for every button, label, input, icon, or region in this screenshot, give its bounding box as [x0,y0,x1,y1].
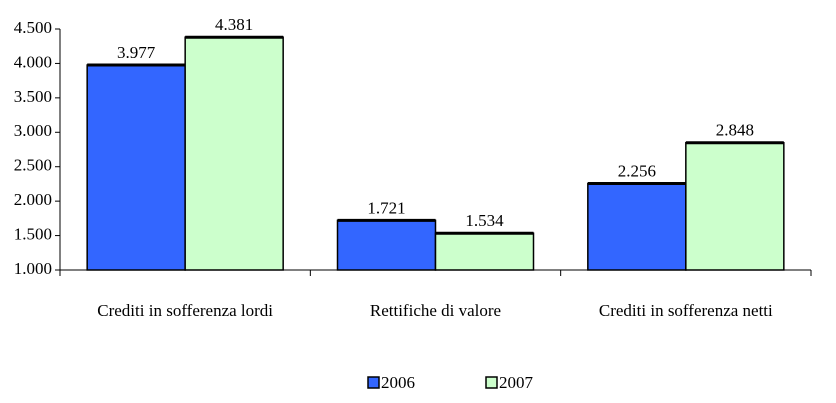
y-tick-label: 4.000 [14,52,52,71]
data-label: 1.721 [367,198,405,217]
x-tick-label: Rettifiche di valore [370,301,501,320]
legend-swatch [367,376,380,389]
legend-swatch [485,376,498,389]
data-label: 2.848 [716,121,754,140]
y-tick-label: 3.000 [14,121,52,140]
bar [434,232,535,271]
bar [184,36,284,271]
y-tick-label: 1.500 [14,224,52,243]
data-label: 1.534 [465,211,504,230]
data-label: 2.256 [618,161,656,180]
y-tick-label: 4.500 [14,18,52,37]
x-tick-label: Crediti in sofferenza lordi [97,301,273,320]
data-label: 4.381 [215,15,253,34]
legend-label: 2007 [499,373,534,392]
bar [86,64,186,271]
bar [587,182,687,271]
legend-label: 2006 [381,373,415,392]
data-label: 3.977 [117,43,156,62]
x-tick-label: Crediti in sofferenza netti [599,301,773,320]
bar [336,219,437,271]
y-tick-label: 2.500 [14,156,52,175]
y-tick-label: 1.000 [14,259,52,278]
y-tick-label: 3.500 [14,87,52,106]
bar [685,142,785,271]
y-tick-label: 2.000 [14,190,52,209]
